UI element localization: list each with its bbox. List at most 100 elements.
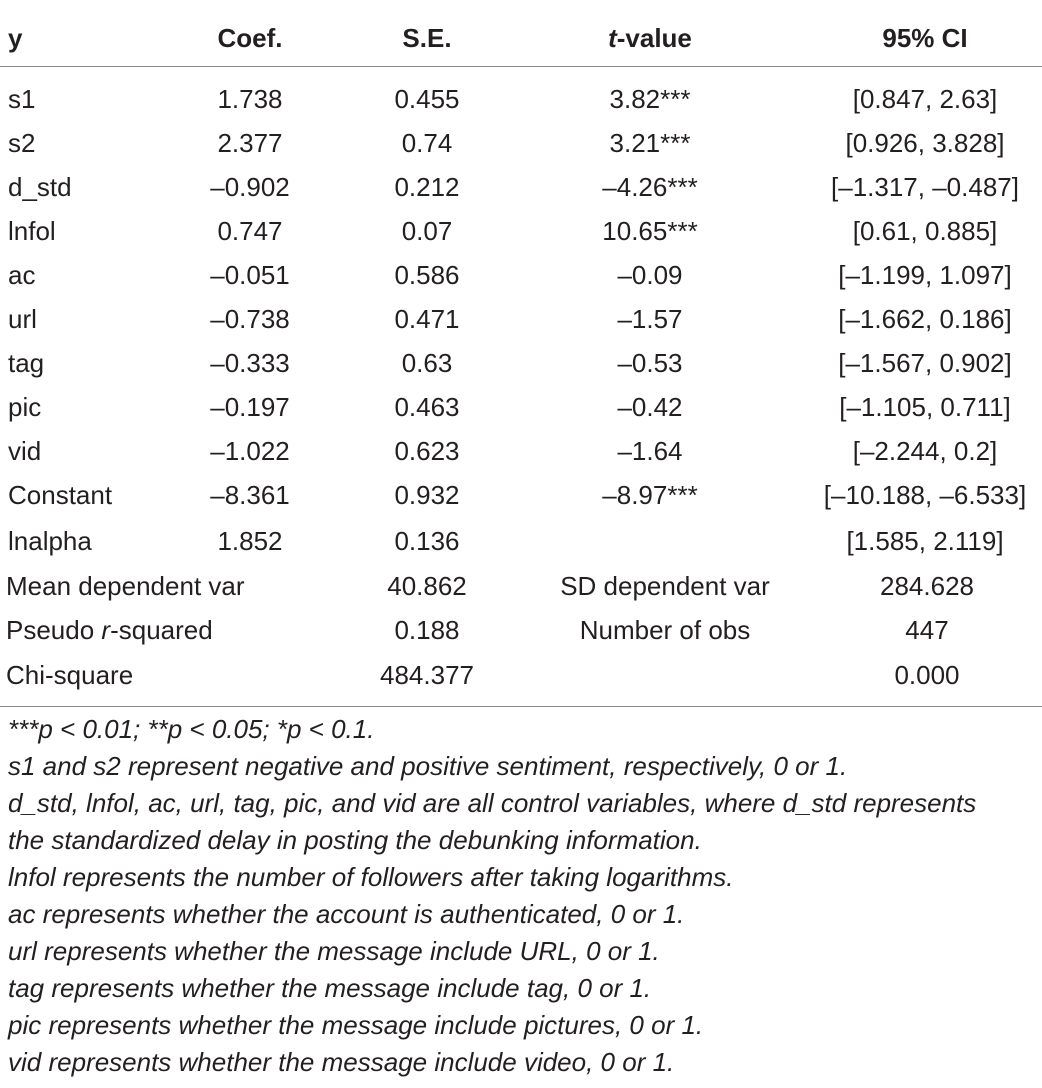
header-t-rest: -value [616,23,692,53]
row-se: 0.623 [394,436,460,466]
header-t-italic: t [608,23,617,53]
row-t-value: –8.97*** [602,480,698,510]
row-se: 0.212 [394,172,460,202]
pseudo-r-squared-value: 0.188 [394,615,460,645]
row-coef: 1.852 [217,526,283,556]
row-se: 0.471 [394,304,460,334]
note-line: s1 and s2 represent negative and positiv… [8,751,848,781]
note-significance: ***p < 0.01; **p < 0.05; *p < 0.1. [8,714,375,744]
row-coef: –0.051 [210,260,290,290]
row-variable: ac [8,260,36,290]
row-t-value: –4.26*** [602,172,698,202]
chi-square-value: 484.377 [380,660,474,690]
pseudo-r-squared-pre: Pseudo [6,615,102,645]
table-row: lnfol 0.747 0.07 10.65*** [0.61, 0.885] [0,209,1042,253]
row-ci: [0.847, 2.63] [852,84,998,114]
table-row: ac –0.051 0.586 –0.09 [–1.199, 1.097] [0,253,1042,297]
row-t-value: 10.65*** [602,216,698,246]
row-variable: s1 [8,84,36,114]
footer-rule [0,706,1042,707]
note-line: ac represents whether the account is aut… [8,899,685,929]
sd-dependent-var-value: 284.628 [880,571,974,601]
row-se: 0.136 [394,526,460,556]
row-variable: s2 [8,128,36,158]
row-se: 0.932 [394,480,460,510]
row-coef: 2.377 [217,128,283,158]
row-se: 0.586 [394,260,460,290]
pseudo-r-squared-label: Pseudo r-squared [6,608,213,652]
header-rule [0,66,1042,67]
row-se: 0.463 [394,392,460,422]
note-line: d_std, lnfol, ac, url, tag, pic, and vid… [8,788,977,818]
row-coef: –0.738 [210,304,290,334]
row-variable: pic [8,392,42,422]
table-notes: ***p < 0.01; **p < 0.05; *p < 0.1. s1 an… [8,711,1042,1081]
table-row: lnalpha 1.852 0.136 [1.585, 2.119] [0,519,1042,563]
note-line: pic represents whether the message inclu… [8,1010,704,1040]
chi-square-p-value: 0.000 [894,660,960,690]
row-t-value: –1.64 [617,436,683,466]
row-variable: lnfol [8,216,56,246]
row-variable: Constant [8,480,113,510]
row-t-value: –1.57 [617,304,683,334]
row-se: 0.63 [401,348,453,378]
table-row: pic –0.197 0.463 –0.42 [–1.105, 0.711] [0,385,1042,429]
note-line: tag represents whether the message inclu… [8,973,652,1003]
row-se: 0.455 [394,84,460,114]
row-coef: –8.361 [210,480,290,510]
row-coef: 1.738 [217,84,283,114]
row-t-value: 3.82*** [609,84,691,114]
table-row: vid –1.022 0.623 –1.64 [–2.244, 0.2] [0,429,1042,473]
number-of-obs-label: Number of obs [579,615,751,645]
header-ci: 95% CI [882,23,968,53]
header-coef: Coef. [217,23,283,53]
row-variable: vid [8,436,42,466]
row-se: 0.74 [401,128,453,158]
row-ci: [1.585, 2.119] [846,526,1004,556]
table-row: tag –0.333 0.63 –0.53 [–1.567, 0.902] [0,341,1042,385]
note-line: vid represents whether the message inclu… [8,1047,675,1077]
row-ci: [–1.105, 0.711] [839,392,1011,422]
row-coef: –0.902 [210,172,290,202]
header-t-value: t-value [540,16,760,60]
row-t-value: –0.53 [617,348,683,378]
stats-row: Mean dependent var 40.862 SD dependent v… [0,564,1042,608]
chi-square-label: Chi-square [6,660,134,690]
pseudo-r-squared-r: r [101,615,111,645]
row-ci: [–1.199, 1.097] [838,260,1012,290]
note-line: url represents whether the message inclu… [8,936,660,966]
table-row: d_std –0.902 0.212 –4.26*** [–1.317, –0.… [0,165,1042,209]
table-row: url –0.738 0.471 –1.57 [–1.662, 0.186] [0,297,1042,341]
row-ci: [–1.662, 0.186] [838,304,1012,334]
stats-row: Chi-square 484.377 0.000 [0,653,1042,697]
row-t-value: 3.21*** [609,128,691,158]
stats-row: Pseudo r-squared 0.188 Number of obs 447 [0,608,1042,652]
row-coef: –0.333 [210,348,290,378]
note-line: the standardized delay in posting the de… [8,825,702,855]
table-header-row: y Coef. S.E. t-value 95% CI [0,16,1042,60]
row-ci: [–10.188, –6.533] [823,480,1027,510]
row-t-value: –0.42 [617,392,683,422]
mean-dependent-var-value: 40.862 [387,571,467,601]
row-variable: tag [8,348,45,378]
row-ci: [–1.317, –0.487] [831,172,1019,202]
row-ci: [0.926, 3.828] [845,128,1005,158]
header-se: S.E. [402,23,452,53]
row-variable: url [8,304,37,334]
table-row: Constant –8.361 0.932 –8.97*** [–10.188,… [0,473,1042,517]
row-ci: [–1.567, 0.902] [838,348,1012,378]
note-line: lnfol represents the number of followers… [8,862,734,892]
row-t-value [540,519,760,563]
row-coef: –0.197 [210,392,290,422]
row-coef: –1.022 [210,436,290,466]
row-coef: 0.747 [217,216,283,246]
mean-dependent-var-label: Mean dependent var [6,571,245,601]
pseudo-r-squared-post: -squared [110,615,213,645]
sd-dependent-var-label: SD dependent var [560,571,770,601]
header-y: y [8,23,23,53]
row-ci: [–2.244, 0.2] [852,436,998,466]
row-se: 0.07 [401,216,453,246]
row-ci: [0.61, 0.885] [852,216,998,246]
row-t-value: –0.09 [617,260,683,290]
number-of-obs-value: 447 [905,615,949,645]
